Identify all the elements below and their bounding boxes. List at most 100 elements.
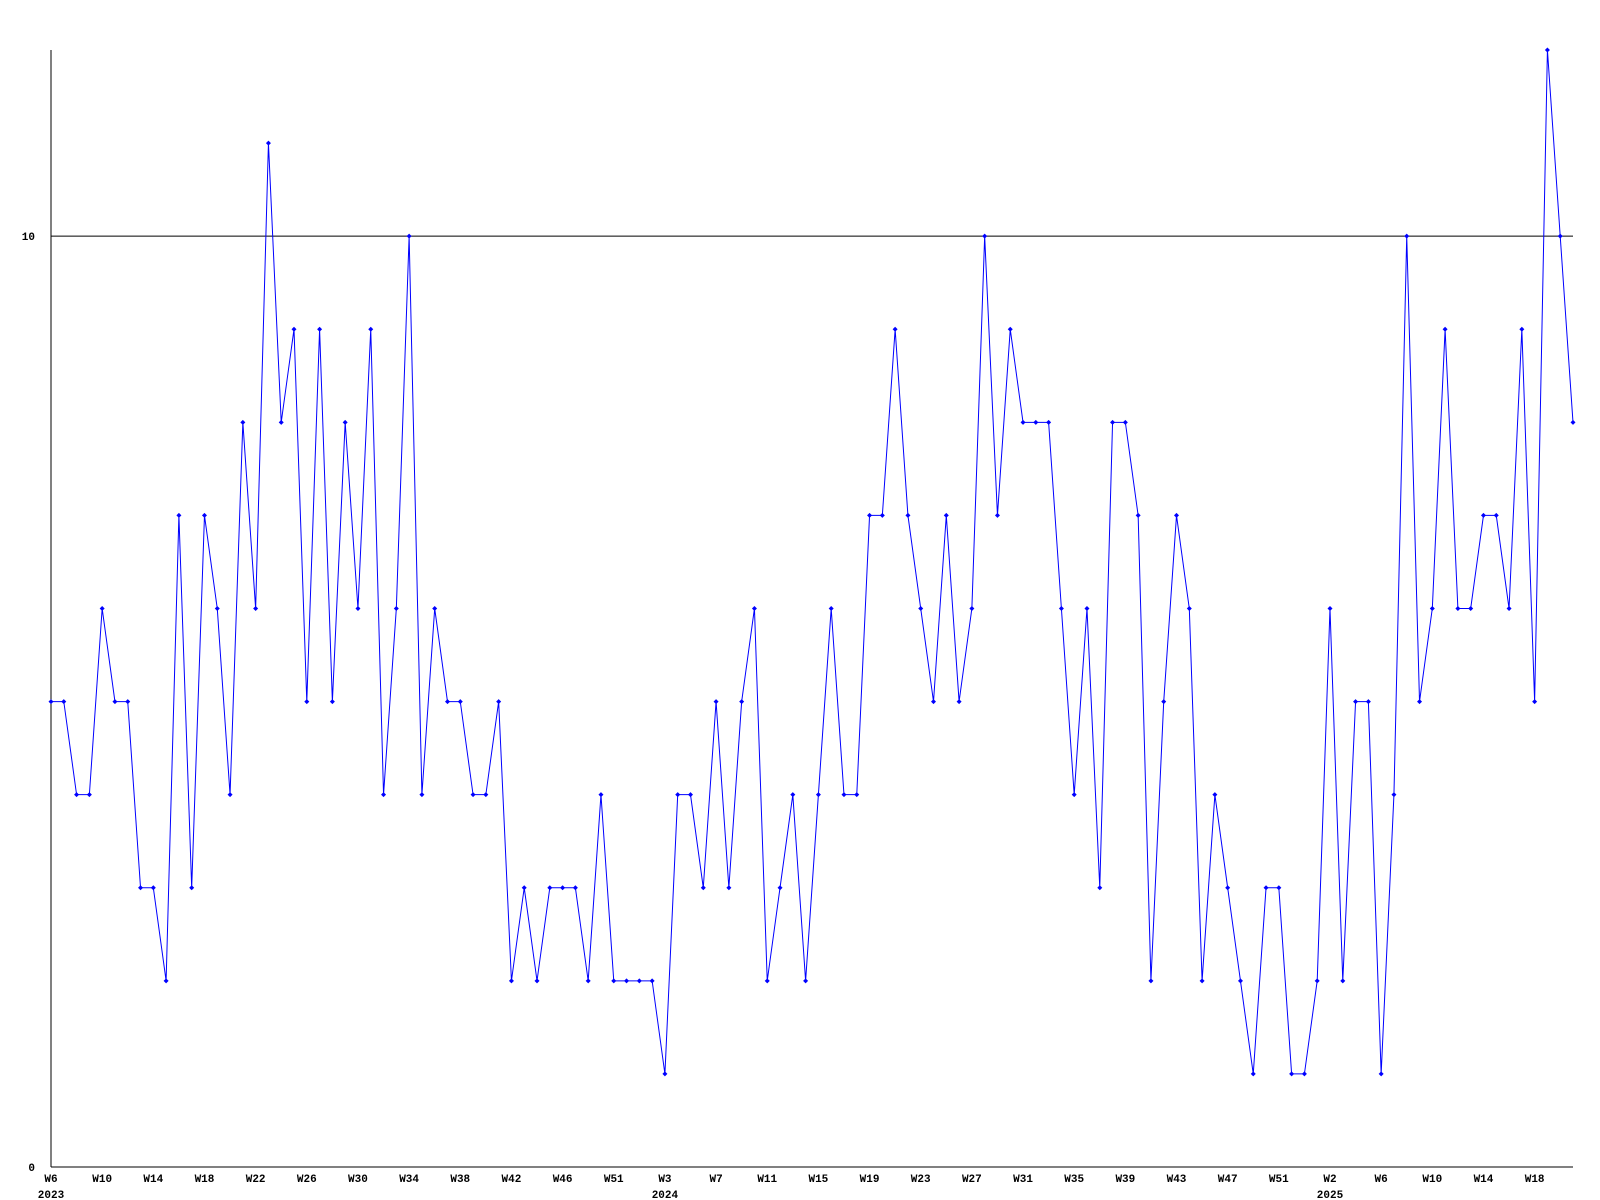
data-point: [355, 606, 361, 611]
data-point: [150, 885, 156, 891]
data-point: [1532, 699, 1538, 705]
data-point: [125, 699, 131, 705]
data-point: [470, 792, 476, 798]
data-point: [1391, 792, 1397, 798]
data-point: [1493, 512, 1499, 518]
data-point: [1020, 419, 1026, 425]
data-point: [1544, 47, 1550, 53]
data-point: [1404, 233, 1410, 239]
data-point: [1417, 699, 1423, 705]
data-line: [51, 49, 1574, 1075]
data-point: [931, 699, 937, 705]
data-point: [1161, 699, 1167, 705]
data-point: [675, 792, 681, 798]
data-point: [1007, 326, 1013, 332]
y-tick-label: 0: [28, 1163, 35, 1175]
data-point: [726, 885, 732, 891]
data-point: [253, 606, 259, 611]
x-tick-label: W38: [450, 1174, 470, 1186]
data-point: [1365, 699, 1371, 705]
data-point: [815, 792, 821, 798]
data-point: [1276, 885, 1282, 891]
data-point: [496, 699, 502, 705]
x-tick-label: W27: [962, 1174, 982, 1186]
data-point: [1327, 606, 1333, 611]
data-point: [1058, 606, 1064, 611]
x-tick-label: W26: [297, 1174, 317, 1186]
x-tick-label: W10: [92, 1174, 112, 1186]
data-point: [956, 699, 962, 705]
data-point: [969, 606, 975, 611]
data-point: [1519, 326, 1525, 332]
data-point: [1250, 1071, 1256, 1077]
x-tick-label: W47: [1218, 1174, 1238, 1186]
x-tick-label: W11: [757, 1174, 777, 1186]
data-point: [317, 326, 323, 332]
x-tick-label: W3: [658, 1174, 672, 1186]
data-point: [457, 699, 463, 705]
x-tick-label: W39: [1115, 1174, 1135, 1186]
x-tick-label: W51: [604, 1174, 624, 1186]
data-point: [572, 885, 578, 891]
data-point: [368, 326, 374, 332]
data-point: [1289, 1071, 1295, 1077]
data-point: [713, 699, 719, 705]
data-point: [521, 885, 527, 891]
data-point: [1429, 606, 1435, 611]
data-point: [112, 699, 118, 705]
data-point: [994, 512, 1000, 518]
x-tick-label: W6: [44, 1174, 57, 1186]
data-point: [138, 885, 144, 891]
data-point: [1186, 606, 1192, 611]
x-tick-label: W35: [1064, 1174, 1084, 1186]
data-point: [918, 606, 924, 611]
x-year-label: 2024: [652, 1190, 679, 1200]
data-point: [547, 885, 553, 891]
data-point: [406, 233, 412, 239]
data-point: [240, 419, 246, 425]
data-point: [48, 699, 54, 705]
data-point: [662, 1071, 668, 1077]
data-point: [201, 512, 207, 518]
data-point: [943, 512, 949, 518]
x-tick-label: W14: [143, 1174, 163, 1186]
data-point: [1378, 1071, 1384, 1077]
y-tick-label: 10: [22, 232, 35, 244]
data-point: [1480, 512, 1486, 518]
data-point: [74, 792, 80, 798]
data-point: [1212, 792, 1218, 798]
x-tick-label: W51: [1269, 1174, 1289, 1186]
data-point: [1071, 792, 1077, 798]
x-year-label: 2025: [1317, 1190, 1344, 1200]
data-point: [304, 699, 310, 705]
data-point: [381, 792, 387, 798]
data-point: [1225, 885, 1231, 891]
data-point: [419, 792, 425, 798]
data-point: [1506, 606, 1512, 611]
data-point: [1263, 885, 1269, 891]
data-point: [508, 978, 514, 984]
data-point: [1084, 606, 1090, 611]
data-point: [598, 792, 604, 798]
data-point: [1301, 1071, 1307, 1077]
data-point: [1455, 606, 1461, 611]
data-point: [1314, 978, 1320, 984]
data-point: [1110, 419, 1116, 425]
data-point: [585, 978, 591, 984]
x-tick-label: W42: [502, 1174, 522, 1186]
data-point: [1570, 419, 1576, 425]
data-point: [1468, 606, 1474, 611]
data-point: [803, 978, 809, 984]
data-point: [636, 978, 642, 984]
data-point: [764, 978, 770, 984]
data-point: [176, 512, 182, 518]
data-point: [560, 885, 566, 891]
data-point: [1237, 978, 1243, 984]
data-point: [227, 792, 233, 798]
data-point: [649, 978, 655, 984]
x-year-label: 2023: [38, 1190, 65, 1200]
data-point: [777, 885, 783, 891]
data-point: [892, 326, 898, 332]
data-point: [1557, 233, 1563, 239]
